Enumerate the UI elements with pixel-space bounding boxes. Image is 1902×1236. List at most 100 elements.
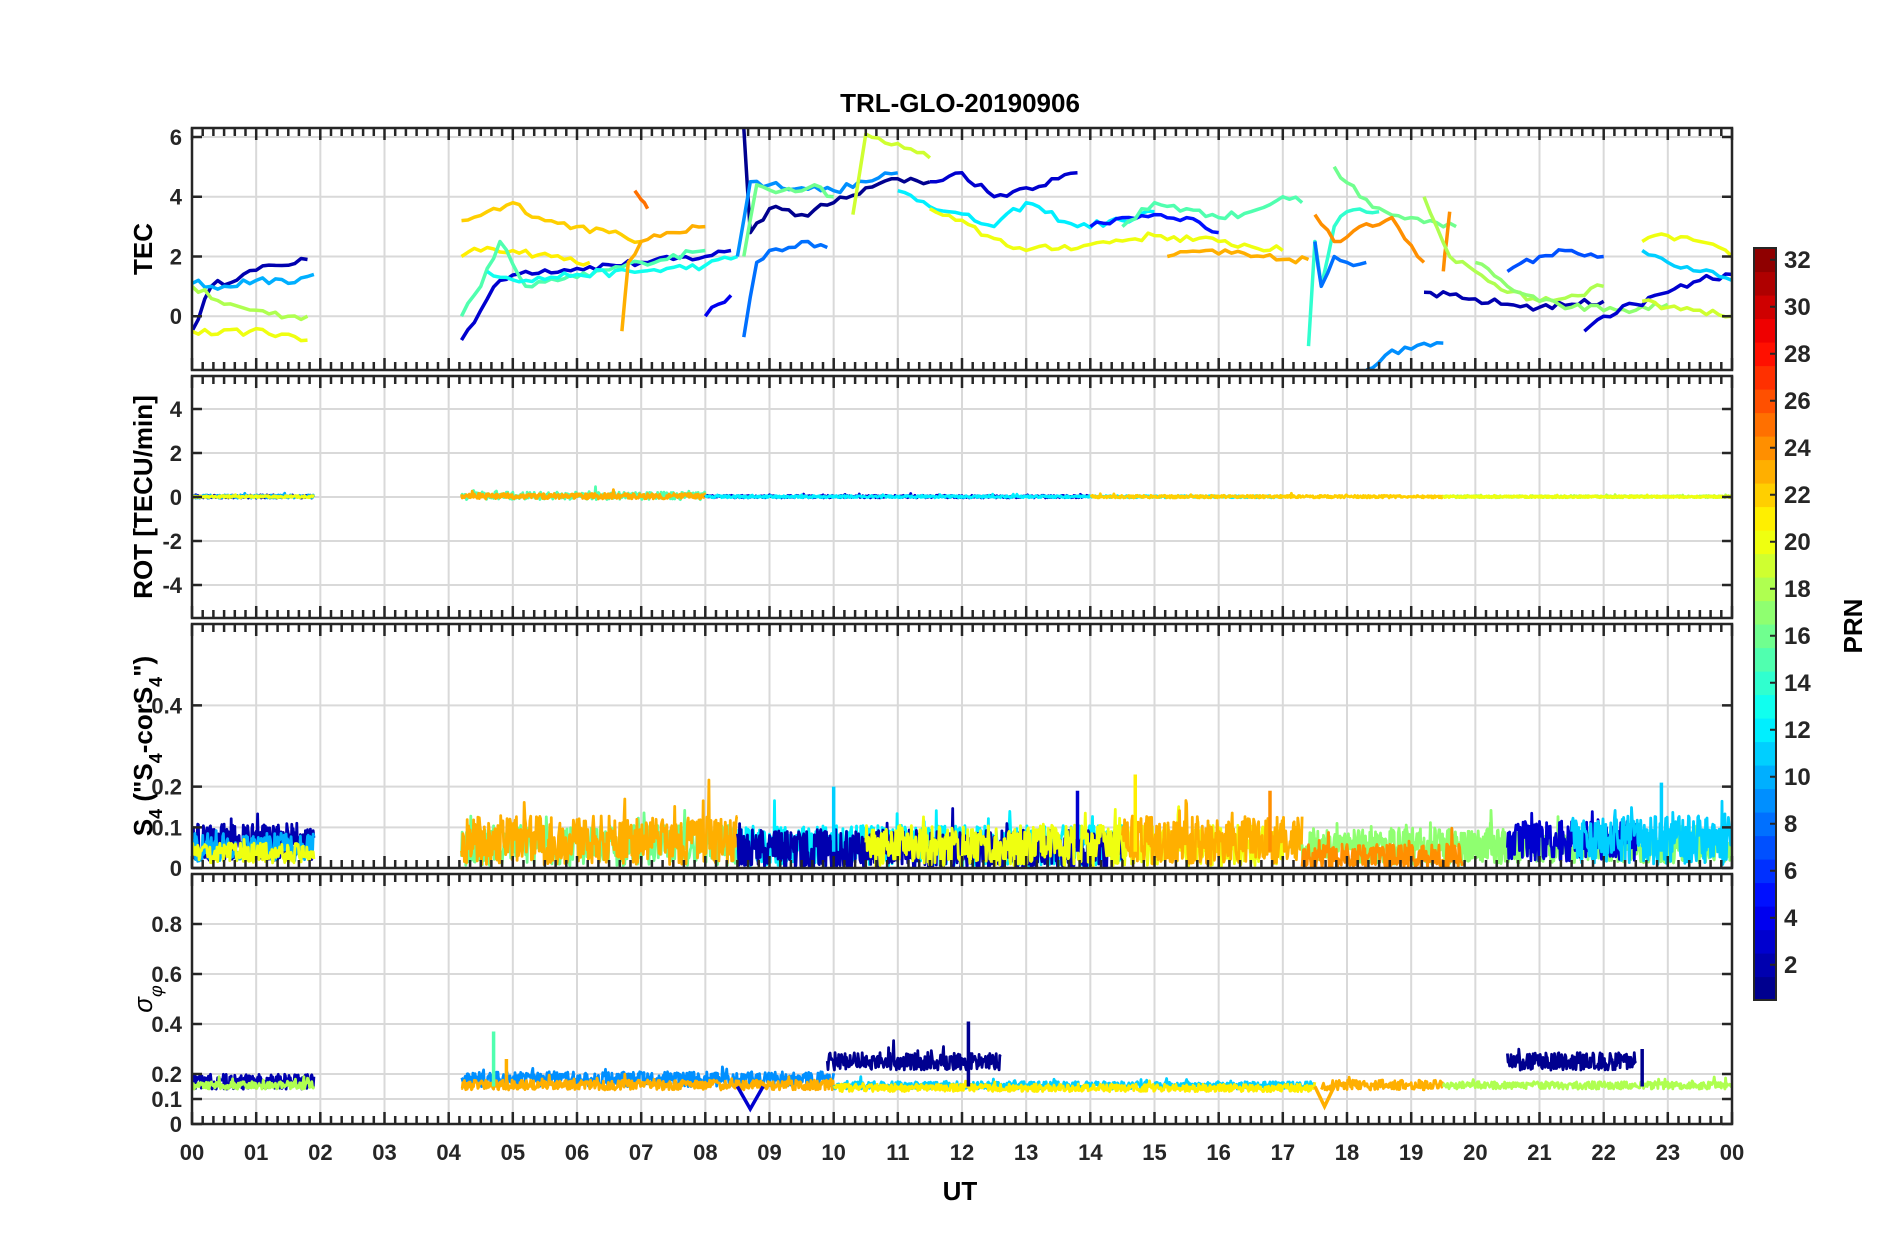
colorbar-swatch	[1754, 483, 1776, 508]
axis-ticks	[190, 128, 1734, 370]
colorbar-swatch	[1754, 647, 1776, 672]
noise-band	[1441, 1075, 1732, 1091]
series-line	[929, 171, 1078, 199]
series-line	[1583, 272, 1732, 333]
y-tick-label: -4	[162, 573, 182, 598]
y-tick-label: 4	[170, 185, 183, 210]
colorbar-swatch	[1754, 788, 1776, 813]
colorbar-tick-label: 20	[1784, 529, 1811, 556]
x-tick-label: 07	[629, 1140, 653, 1165]
series-line	[742, 128, 931, 235]
y-tick-label: 0.2	[151, 775, 182, 800]
colorbar-swatch	[1754, 389, 1776, 414]
colorbar-swatch	[1754, 624, 1776, 649]
noise-band	[864, 805, 1285, 868]
noise-band	[460, 1072, 836, 1092]
colorbar-swatch	[1754, 318, 1776, 343]
y-tick-label: 0	[170, 304, 182, 329]
x-tick-label: 01	[244, 1140, 268, 1165]
y-tick-label: 0.6	[151, 962, 182, 987]
colorbar-swatch	[1754, 929, 1776, 954]
noise-band	[1300, 826, 1464, 868]
panel-data	[192, 774, 1732, 868]
y-tick-label: 0	[170, 856, 182, 881]
series-line	[460, 245, 591, 267]
colorbar-swatch	[1754, 577, 1776, 602]
x-axis-label: UT	[943, 1176, 978, 1206]
y-tick-label: 0.4	[151, 1012, 182, 1037]
colorbar-swatch	[1754, 365, 1776, 390]
colorbar-tick-label: 12	[1784, 717, 1811, 744]
series-line	[1166, 248, 1310, 265]
colorbar-tick-label: 30	[1784, 294, 1811, 321]
x-tick-label: 05	[501, 1140, 525, 1165]
x-tick-label: 17	[1271, 1140, 1295, 1165]
y-axis-label: S4 ("S4-corS4")	[128, 656, 166, 836]
noise-band	[192, 1075, 316, 1091]
colorbar-tick-label: 22	[1784, 482, 1811, 509]
series-line	[1474, 260, 1669, 315]
colorbar-swatch	[1754, 342, 1776, 367]
axis-ticks	[190, 624, 1734, 870]
panel-s4: 0 0.1 0.2 0.4S4 ("S4-corS4")	[128, 622, 1734, 881]
panel-data	[192, 1021, 1732, 1113]
y-tick-label: 6	[170, 125, 182, 150]
x-axis-ticks: 00 01 02 03 04 05 06 07 08 09 10 11 12 13 14 15 16 17 18 19…	[180, 1140, 1744, 1165]
x-tick-label: 18	[1335, 1140, 1359, 1165]
noise-band	[1442, 493, 1732, 499]
colorbar-label: PRN	[1838, 599, 1868, 654]
colorbar-swatch	[1754, 835, 1776, 860]
y-axis-label: TEC	[128, 223, 158, 275]
y-tick-label: 0	[170, 1112, 182, 1137]
series-line	[1506, 248, 1604, 273]
series-line	[1423, 290, 1605, 312]
series-line	[461, 200, 642, 245]
series-line	[742, 239, 828, 338]
colorbar-tick-label: 26	[1784, 388, 1811, 415]
dip	[735, 1085, 765, 1113]
noise-band	[1320, 1075, 1445, 1092]
colorbar-frame	[1753, 247, 1777, 1001]
noise-band	[460, 778, 739, 867]
y-tick-label: 0.8	[151, 912, 182, 937]
series-line	[192, 326, 308, 343]
x-tick-label: 04	[436, 1140, 461, 1165]
panel-rot: -4 -2 0 2 4 ROT [TECU/min]	[128, 374, 1734, 620]
noise-band	[1089, 491, 1444, 500]
y-axis-label: σφ	[128, 985, 166, 1013]
colorbar-swatch	[1754, 718, 1776, 743]
series-line	[459, 239, 706, 317]
x-tick-label: 00	[180, 1140, 204, 1165]
series-line	[192, 285, 309, 322]
colorbar-swatch	[1754, 600, 1776, 625]
dip	[1313, 1085, 1336, 1111]
series-line	[620, 224, 706, 332]
x-tick-label: 22	[1591, 1140, 1615, 1165]
series-line	[192, 272, 315, 291]
colorbar-tick-label: 6	[1784, 858, 1797, 885]
colorbar-tick-label: 28	[1784, 341, 1811, 368]
colorbar-swatch	[1754, 506, 1776, 531]
x-tick-label: 06	[565, 1140, 589, 1165]
y-tick-label: 0.4	[151, 693, 182, 718]
series-line	[1313, 213, 1426, 264]
x-tick-label: 11	[886, 1140, 909, 1165]
colorbar-swatch	[1754, 859, 1776, 884]
colorbar-swatch	[1754, 436, 1776, 461]
y-tick-label: 4	[170, 397, 183, 422]
y-tick-label: 0	[170, 485, 182, 510]
colorbar-tick-label: 16	[1784, 623, 1811, 650]
series-line	[460, 248, 732, 342]
series-line	[1641, 249, 1732, 283]
x-tick-label: 15	[1142, 1140, 1166, 1165]
y-tick-label: 0.1	[151, 815, 182, 840]
x-tick-label: 12	[950, 1140, 974, 1165]
series-line	[1121, 194, 1304, 228]
series-line	[1441, 211, 1452, 272]
panel-sigma_phi: 00.10.2 0.4 0.6 0.8 σφ	[128, 872, 1734, 1137]
colorbar-tick-label: 18	[1784, 576, 1811, 603]
colorbar-swatch	[1754, 671, 1776, 696]
panel-data	[192, 128, 1732, 370]
colorbar-swatch	[1754, 248, 1776, 273]
series-line	[1313, 241, 1367, 289]
